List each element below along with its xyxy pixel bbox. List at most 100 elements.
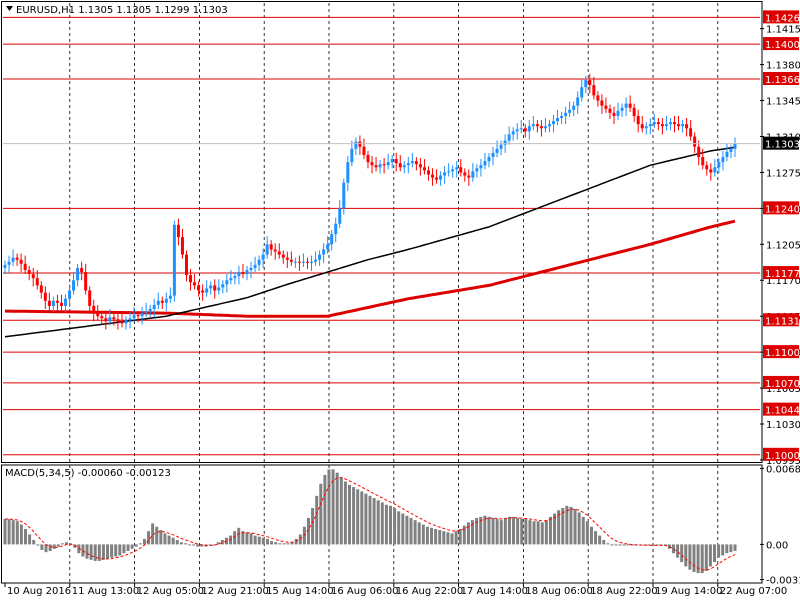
candle[interactable] bbox=[697, 146, 701, 158]
candle[interactable] bbox=[19, 259, 23, 264]
candle[interactable] bbox=[213, 285, 217, 291]
candle[interactable] bbox=[265, 244, 269, 255]
candle[interactable] bbox=[350, 148, 354, 163]
candle[interactable] bbox=[479, 165, 483, 169]
candle[interactable] bbox=[584, 80, 588, 88]
candle[interactable] bbox=[205, 288, 209, 293]
candle[interactable] bbox=[281, 254, 285, 258]
candle[interactable] bbox=[148, 309, 152, 312]
candle[interactable] bbox=[140, 313, 144, 317]
horizontal-levels[interactable] bbox=[3, 16, 760, 456]
candle[interactable] bbox=[197, 285, 201, 291]
candle[interactable] bbox=[132, 315, 136, 319]
candle[interactable] bbox=[616, 110, 620, 116]
candle[interactable] bbox=[7, 261, 11, 265]
candle[interactable] bbox=[378, 164, 382, 168]
candle[interactable] bbox=[92, 305, 96, 314]
candle[interactable] bbox=[467, 175, 471, 178]
candle[interactable] bbox=[495, 148, 499, 153]
candle[interactable] bbox=[632, 107, 636, 116]
candle[interactable] bbox=[572, 105, 576, 110]
candle[interactable] bbox=[346, 162, 350, 183]
candle[interactable] bbox=[414, 161, 418, 165]
candle[interactable] bbox=[124, 320, 128, 324]
candle[interactable] bbox=[217, 287, 221, 291]
candle[interactable] bbox=[588, 80, 592, 86]
candle[interactable] bbox=[193, 282, 197, 286]
candle[interactable] bbox=[168, 295, 172, 299]
candle[interactable] bbox=[568, 109, 572, 113]
candle[interactable] bbox=[31, 274, 35, 279]
candle[interactable] bbox=[104, 318, 108, 322]
candle[interactable] bbox=[84, 272, 88, 291]
candle[interactable] bbox=[648, 124, 652, 127]
candle[interactable] bbox=[136, 315, 140, 317]
candle[interactable] bbox=[47, 300, 51, 306]
candle[interactable] bbox=[277, 251, 281, 255]
candle[interactable] bbox=[721, 157, 725, 163]
candle[interactable] bbox=[184, 254, 188, 276]
candle[interactable] bbox=[406, 163, 410, 166]
candle[interactable] bbox=[51, 300, 55, 306]
candle[interactable] bbox=[713, 167, 717, 173]
candle[interactable] bbox=[374, 165, 378, 168]
candle[interactable] bbox=[15, 257, 19, 260]
candle[interactable] bbox=[318, 254, 322, 260]
candle[interactable] bbox=[366, 154, 370, 163]
candle[interactable] bbox=[11, 257, 15, 262]
candle[interactable] bbox=[152, 304, 156, 309]
candle[interactable] bbox=[431, 174, 435, 178]
candle[interactable] bbox=[410, 161, 414, 164]
candle[interactable] bbox=[180, 237, 184, 255]
candle[interactable] bbox=[543, 126, 547, 129]
candle[interactable] bbox=[507, 134, 511, 141]
candle[interactable] bbox=[3, 264, 7, 268]
candle[interactable] bbox=[564, 112, 568, 116]
candle[interactable] bbox=[422, 167, 426, 171]
candle[interactable] bbox=[652, 122, 656, 125]
candle[interactable] bbox=[523, 128, 527, 132]
candle[interactable] bbox=[705, 165, 709, 170]
candle[interactable] bbox=[261, 254, 265, 260]
triangle-down-icon[interactable] bbox=[6, 6, 13, 11]
candle[interactable] bbox=[552, 121, 556, 125]
candle[interactable] bbox=[112, 317, 116, 320]
candle[interactable] bbox=[189, 275, 193, 283]
candle[interactable] bbox=[640, 124, 644, 129]
candle[interactable] bbox=[249, 267, 253, 270]
candle[interactable] bbox=[656, 122, 660, 125]
candle[interactable] bbox=[725, 151, 729, 158]
candle[interactable] bbox=[245, 269, 249, 275]
candle[interactable] bbox=[68, 290, 72, 299]
candle[interactable] bbox=[515, 129, 519, 132]
candle[interactable] bbox=[334, 223, 338, 235]
candle[interactable] bbox=[475, 168, 479, 172]
candle[interactable] bbox=[172, 224, 176, 296]
candle[interactable] bbox=[100, 316, 104, 319]
candle[interactable] bbox=[370, 162, 374, 166]
candle[interactable] bbox=[314, 259, 318, 262]
candle[interactable] bbox=[604, 105, 608, 109]
candle[interactable] bbox=[709, 169, 713, 173]
candle[interactable] bbox=[685, 124, 689, 129]
candle[interactable] bbox=[418, 164, 422, 168]
candle[interactable] bbox=[471, 171, 475, 178]
candle[interactable] bbox=[237, 272, 241, 277]
candle[interactable] bbox=[116, 319, 120, 322]
candle[interactable] bbox=[55, 300, 59, 303]
candle[interactable] bbox=[229, 278, 233, 281]
candle[interactable] bbox=[398, 163, 402, 168]
candle[interactable] bbox=[96, 313, 100, 317]
candle[interactable] bbox=[668, 122, 672, 125]
candle[interactable] bbox=[636, 115, 640, 125]
candle[interactable] bbox=[63, 298, 67, 306]
candle[interactable] bbox=[390, 159, 394, 163]
candle[interactable] bbox=[511, 131, 515, 135]
candle[interactable] bbox=[624, 103, 628, 108]
candle[interactable] bbox=[362, 146, 366, 155]
candle[interactable] bbox=[201, 290, 205, 293]
candle[interactable] bbox=[689, 128, 693, 137]
candle[interactable] bbox=[491, 152, 495, 158]
candle[interactable] bbox=[76, 267, 80, 281]
